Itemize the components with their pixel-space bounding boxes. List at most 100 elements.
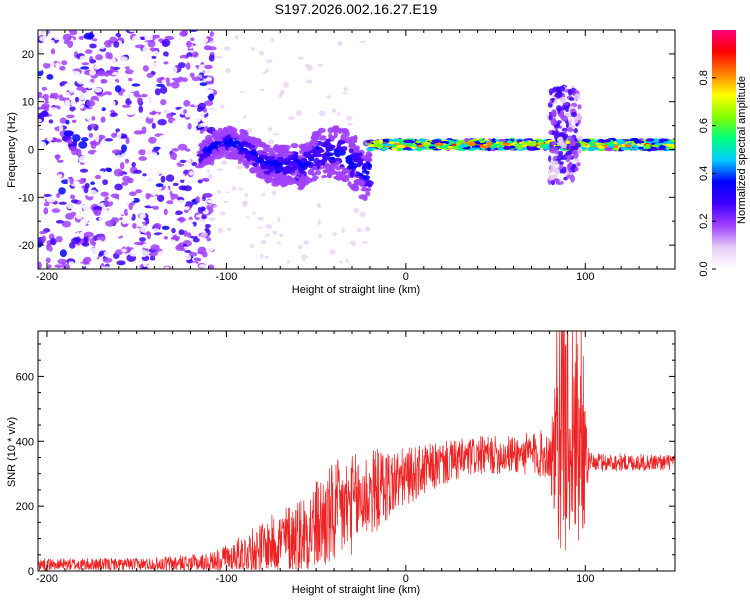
heatmap-cell [199,122,208,127]
heatmap-cell [46,134,54,142]
heatmap-cell [197,200,206,208]
heatmap-cell [84,182,90,189]
heatmap-cell [137,222,144,228]
heatmap-cell [78,141,88,149]
snr-series-line [38,331,675,571]
heatmap-cell [49,188,58,196]
heatmap-cell [197,102,206,110]
heatmap-cell [64,83,71,89]
heatmap-cell [119,162,125,170]
heatmap-cell [559,96,567,104]
heatmap-cell [63,232,72,240]
heatmap-cell [200,206,206,212]
heatmap-cell [57,258,67,265]
heatmap-cell [68,86,75,93]
heatmap-cell [151,152,158,159]
heatmap-cell [206,205,211,210]
heatmap-cell [252,163,258,167]
heatmap-cell [134,51,143,57]
heatmap-cell [55,154,60,161]
heatmap-cell [49,39,55,46]
heatmap-cell [178,229,185,236]
heatmap-cell [90,254,96,262]
heatmap-cell [302,258,306,261]
heatmap-cell [292,164,301,169]
heatmap-cell [550,141,557,146]
heatmap-cell [80,226,88,233]
heatmap-cell [104,60,112,68]
heatmap-cell [151,169,157,175]
heatmap-cell [250,244,254,249]
heatmap-cell [170,81,180,89]
heatmap-cell [260,253,264,259]
heatmap-cell [155,254,161,262]
heatmap-cell [176,255,185,264]
heatmap-cell [133,130,143,135]
heatmap-cell [128,77,133,82]
heatmap-cell [208,217,216,222]
heatmap-cell [242,141,249,145]
x-tick-label: 100 [576,573,594,585]
heatmap-cell [146,144,153,151]
heatmap-cell [191,262,198,269]
heatmap-cell [215,55,223,59]
heatmap-cell [148,252,158,257]
heatmap-cell [577,147,583,154]
heatmap-cell [126,232,136,238]
heatmap-cell [176,217,185,222]
heatmap-cell [318,110,326,116]
heatmap-cell [64,99,71,108]
heatmap-cell [551,109,557,117]
heatmap-cell [220,104,225,109]
colorbar-tick-label: 0.4 [698,166,710,181]
heatmap-cell [65,212,75,220]
heatmap-cell [331,108,337,113]
heatmap-cell [231,186,237,191]
heatmap-cell [272,145,280,152]
heatmap-cell [208,54,215,62]
heatmap-cell [103,200,114,207]
heatmap-cell [103,250,112,258]
heatmap-cell [142,266,148,269]
snr-axes: -200 -100 0 100 0 200 400 600 [16,330,676,585]
snr-panel: -200 -100 0 100 0 200 400 600 Height of straigh… [6,330,676,596]
heatmap-cell [645,143,651,147]
heatmap-cell [73,255,80,260]
heatmap-cell [111,149,122,154]
heatmap-cell [151,122,156,129]
heatmap-cell [201,148,211,153]
heatmap-cell [550,164,556,173]
heatmap-cell [160,175,166,183]
x-tick-label: -200 [36,271,58,283]
heatmap-cell [133,169,142,174]
heatmap-cell [96,70,107,77]
heatmap-cell [189,252,198,257]
heatmap-cell [38,261,42,269]
heatmap-cell [568,118,573,125]
heatmap-cell [344,130,350,137]
heatmap-cell [61,220,72,228]
heatmap-cell [58,124,64,132]
heatmap-cell [630,147,636,150]
heatmap-cell [83,32,94,40]
heatmap-cell [66,169,71,176]
heatmap-cell [303,240,310,245]
heatmap-cell [367,183,372,188]
heatmap-cell [330,162,339,169]
heatmap-cell [187,195,196,199]
heatmap-cell [237,150,245,155]
heatmap-cell [314,169,322,176]
heatmap-cell [556,105,562,112]
heatmap-cell [166,250,174,257]
heatmap-cell [204,227,210,232]
heatmap-cell [92,30,103,37]
heatmap-cell [182,43,187,48]
x-tick-label: 0 [403,271,409,283]
heatmap-cell [175,244,184,251]
heatmap-cell [287,161,296,166]
heatmap-cell [503,142,511,147]
heatmap-cell [201,177,210,182]
heatmap-cell [67,138,73,145]
heatmap-cell [197,124,202,129]
heatmap-cell [48,98,56,103]
